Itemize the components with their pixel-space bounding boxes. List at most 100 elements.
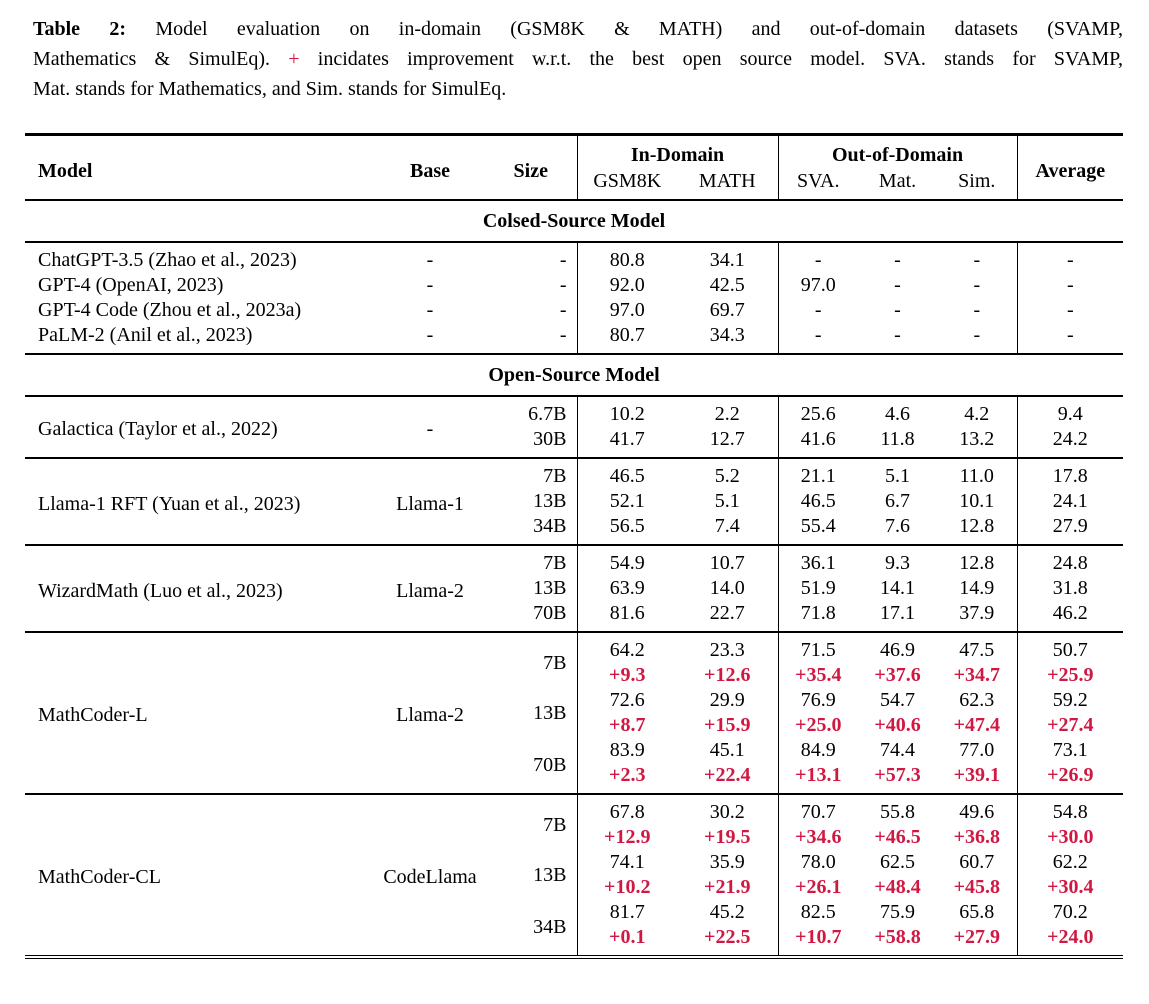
table-row: MathCoder-CL CodeLlama 7B 67.8 30.2 70.7 55.8 4… (25, 793, 1124, 957)
value-cell: 67.8 (576, 793, 677, 825)
base-model-cell: Llama-2 (375, 631, 485, 794)
value-cell: 55.4 (777, 514, 859, 545)
caption-line-2: Mathematics & SimulEq). + incidates impr… (33, 44, 1123, 74)
value-cell: 81.6 (576, 601, 677, 632)
value-cell: 75.9 (880, 901, 916, 923)
table-row: 70B 83.9 45.1 84.9 74.4 77.0 73.1 (25, 738, 1124, 776)
table-row: 13B 72.6 29.9 76.9 54.7 62.3 59.2 (25, 688, 1124, 724)
value-cell: 12.8 (959, 515, 995, 537)
delta-cell: +30.4 (1016, 875, 1124, 900)
delta-row: +9.3 +12.6 +35.4 +37.6 +34.7 +25.9 (25, 663, 1124, 688)
value-cell: 17.1 (880, 602, 916, 624)
delta-cell: +10.7 (777, 925, 859, 957)
delta-cell: +27.4 (1016, 713, 1124, 738)
value-cell: 56.5 (576, 514, 677, 545)
value-cell: 51.9 (777, 576, 859, 601)
value-cell: - (973, 274, 981, 296)
value-cell: 34.1 (709, 249, 745, 271)
delta-cell: +58.8 (874, 926, 921, 948)
table-row: MathCoder-L Llama-2 7B 64.2 23.3 71.5 46.9 47.5… (25, 631, 1124, 794)
delta-cell: +40.6 (874, 714, 921, 736)
value-cell: 10.7 (677, 544, 779, 576)
table-row: GPT-4 Code (Zhou et al., 2023a) - -97.0 69.… (25, 298, 1124, 323)
model-name-cell: Llama-1 RFT (Yuan et al., 2023) (25, 457, 375, 545)
base-model-cell: - (426, 299, 434, 321)
value-cell: 69.7 (709, 299, 745, 321)
value-cell: 77.0 (959, 739, 995, 761)
size-cell: 70B (533, 602, 567, 624)
delta-cell: +22.4 (704, 764, 751, 786)
value-cell: 34.3 (709, 324, 745, 346)
model-name-cell: ChatGPT-3.5 (Zhao et al., 2023) (38, 249, 297, 271)
delta-cell: +15.9 (704, 714, 751, 736)
delta-cell: +10.2 (576, 875, 677, 900)
value-cell: - (1016, 323, 1124, 354)
table-header: Model Base Size In-Domain Out-of-Domain … (25, 134, 1124, 200)
col-header-base: Base (410, 159, 450, 182)
value-cell: 30.2 (677, 793, 779, 825)
size-cell: 30B (533, 428, 567, 450)
value-cell: 9.3 (858, 544, 938, 576)
delta-cell: +25.9 (1016, 663, 1124, 688)
delta-cell: +19.5 (704, 826, 751, 848)
value-cell: 52.1 (576, 489, 677, 514)
value-cell: 64.2 (576, 631, 677, 663)
table-row: 70B 81.6 22.7 71.8 17.1 37.9 46.2 (25, 601, 1124, 632)
value-cell: 46.5 (777, 489, 859, 514)
value-cell: 45.2 (709, 901, 745, 923)
results-table: Model Base Size In-Domain Out-of-Domain … (25, 133, 1124, 959)
value-cell: 21.1 (777, 457, 859, 489)
col-header-math: MATH (698, 170, 756, 192)
value-cell: 54.7 (880, 689, 916, 711)
value-cell: 5.1 (714, 490, 740, 512)
value-cell: 35.9 (709, 851, 745, 873)
model-name-cell: MathCoder-L (25, 631, 375, 794)
size-cell: 13B (533, 490, 567, 512)
col-header-in-domain: In-Domain (576, 134, 779, 168)
value-cell: 12.7 (709, 428, 745, 450)
caption-line-3: Mat. stands for Mathematics, and Sim. st… (33, 78, 507, 100)
value-cell: 4.2 (964, 403, 990, 425)
value-cell: 71.5 (777, 631, 859, 663)
value-cell: 97.0 (777, 273, 859, 298)
size-cell: 7B (485, 544, 577, 576)
delta-cell: +26.9 (1016, 763, 1124, 794)
value-cell: 81.7 (576, 900, 677, 925)
value-cell: 29.9 (709, 689, 745, 711)
col-header-mat: Mat. (878, 170, 917, 192)
caption-text: Model evaluation on in-domain (GSM8K & M… (155, 18, 1123, 40)
size-cell: 7B (485, 631, 577, 688)
size-cell: 70B (533, 754, 567, 776)
value-cell: 54.9 (576, 544, 677, 576)
delta-cell: +8.7 (576, 713, 677, 738)
value-cell: 24.8 (1016, 544, 1124, 576)
value-cell: 73.1 (1016, 738, 1124, 763)
value-cell: - (777, 298, 859, 323)
value-cell: 74.1 (576, 850, 677, 875)
value-cell: 41.7 (576, 427, 677, 458)
value-cell: 74.4 (880, 739, 916, 761)
table-row: 30B 41.7 12.7 41.6 11.8 13.2 24.2 (25, 427, 1124, 458)
value-cell: 12.8 (937, 544, 1018, 576)
table-row: GPT-4 (OpenAI, 2023) - -92.0 42.5 97.0- - - (25, 273, 1124, 298)
caption-line-1: Table 2: Model evaluation on in-domain (… (33, 14, 1123, 44)
delta-cell: +35.4 (777, 663, 859, 688)
section-row: Colsed-Source Model (25, 199, 1124, 243)
delta-cell: +37.6 (874, 664, 921, 686)
model-name-cell: GPT-4 Code (Zhou et al., 2023a) (38, 299, 302, 321)
table-row: WizardMath (Luo et al., 2023) Llama-2 7B 54… (25, 544, 1124, 632)
size-cell: 13B (533, 863, 567, 886)
size-cell: 6.7B (528, 403, 567, 425)
value-cell: 27.9 (1016, 514, 1124, 545)
value-cell: 37.9 (959, 602, 995, 624)
model-name-cell: Galactica (Taylor et al., 2022) (38, 418, 278, 440)
base-model-cell: - (426, 274, 434, 296)
value-cell: 54.8 (1016, 793, 1124, 825)
value-cell: - (777, 242, 859, 273)
value-cell: 13.2 (959, 428, 995, 450)
value-cell: 84.9 (777, 738, 859, 763)
delta-cell: +39.1 (953, 764, 1000, 786)
value-cell: 55.8 (858, 793, 938, 825)
value-cell: 46.2 (1016, 601, 1124, 632)
